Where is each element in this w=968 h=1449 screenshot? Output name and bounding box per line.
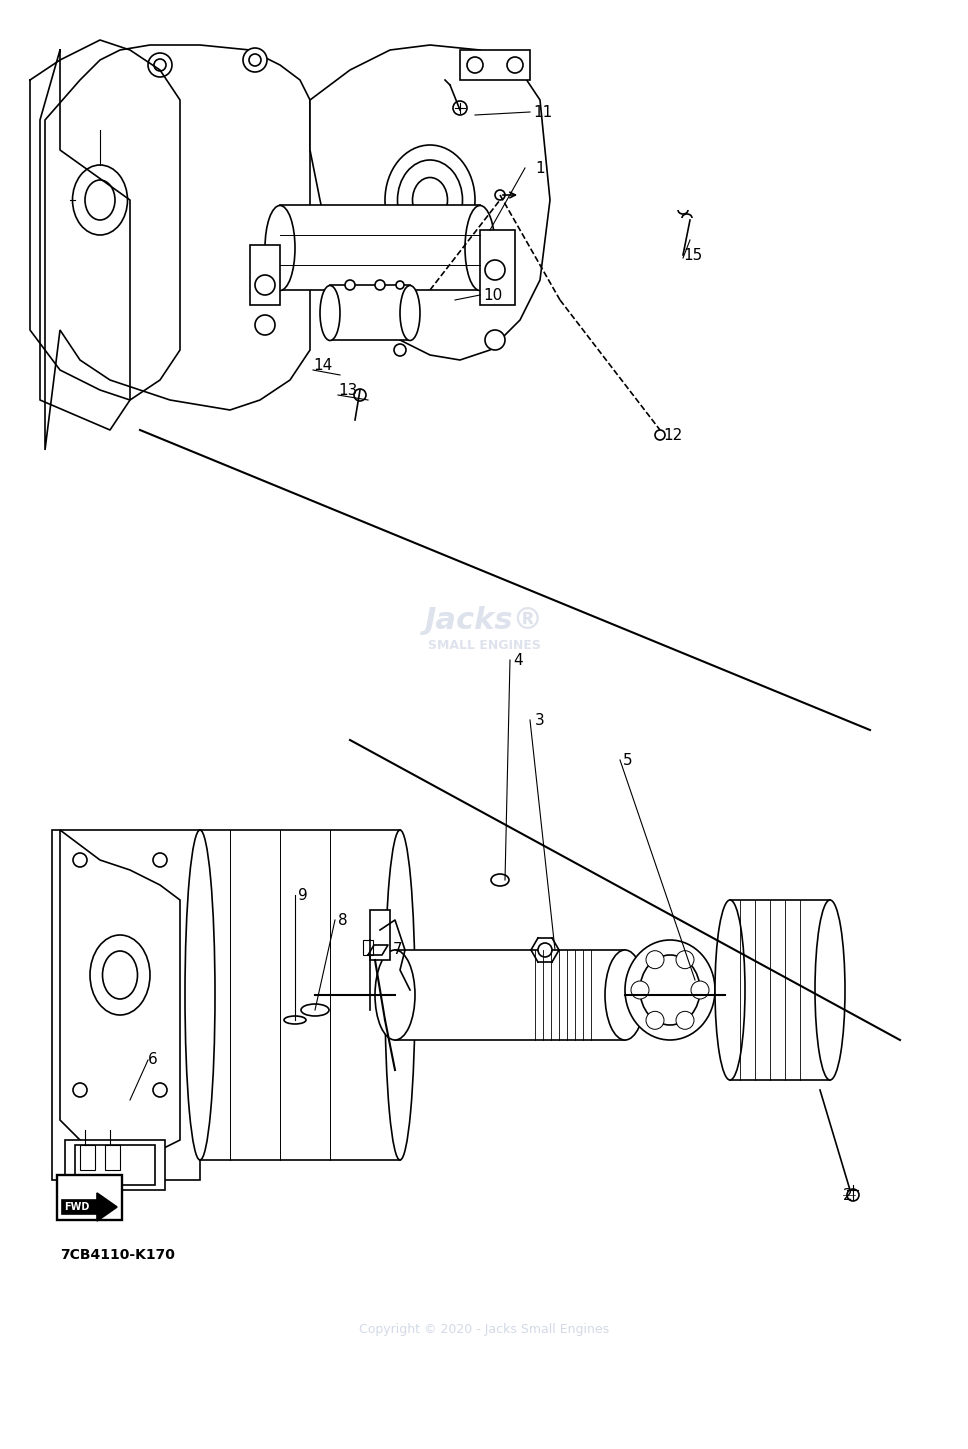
Circle shape (255, 275, 275, 296)
Circle shape (691, 981, 709, 998)
Text: 13: 13 (338, 383, 357, 397)
Circle shape (354, 388, 366, 401)
Circle shape (243, 48, 267, 72)
Bar (280, 204, 480, 290)
Text: 7CB4110-K170: 7CB4110-K170 (60, 1248, 175, 1262)
Circle shape (538, 943, 552, 956)
Ellipse shape (90, 187, 140, 252)
Text: 6: 6 (148, 1052, 158, 1068)
Text: 5: 5 (623, 752, 633, 768)
Ellipse shape (412, 177, 447, 223)
Text: FWD: FWD (64, 1203, 89, 1211)
Ellipse shape (385, 830, 415, 1161)
Circle shape (83, 1190, 93, 1200)
Ellipse shape (605, 951, 645, 1040)
Bar (460, 51, 530, 80)
Text: 1: 1 (535, 161, 545, 175)
Circle shape (153, 853, 167, 867)
Polygon shape (310, 45, 550, 359)
Text: 10: 10 (483, 287, 502, 303)
Circle shape (847, 1190, 859, 1201)
Ellipse shape (301, 1004, 329, 1016)
Circle shape (646, 1011, 664, 1029)
Bar (480, 230, 515, 304)
Polygon shape (62, 1193, 117, 1222)
Circle shape (73, 1082, 87, 1097)
Polygon shape (45, 45, 310, 451)
Bar (330, 285, 410, 341)
Text: 7: 7 (393, 942, 403, 958)
Ellipse shape (400, 285, 420, 341)
Ellipse shape (265, 206, 295, 290)
Circle shape (631, 981, 649, 998)
Circle shape (154, 59, 166, 71)
Ellipse shape (640, 955, 700, 1024)
Bar (200, 830, 400, 1161)
Bar (395, 951, 625, 1040)
Circle shape (495, 190, 505, 200)
Ellipse shape (185, 830, 215, 1161)
Ellipse shape (284, 1016, 306, 1024)
Ellipse shape (465, 206, 495, 290)
Text: SMALL ENGINES: SMALL ENGINES (428, 639, 540, 652)
Ellipse shape (73, 165, 128, 235)
Circle shape (375, 280, 385, 290)
Text: 15: 15 (683, 248, 702, 262)
Circle shape (255, 314, 275, 335)
Text: 3: 3 (535, 713, 545, 727)
Circle shape (153, 1082, 167, 1097)
Text: Copyright © 2020 - Jacks Small Engines: Copyright © 2020 - Jacks Small Engines (359, 1323, 609, 1336)
Ellipse shape (320, 285, 340, 341)
Bar (730, 900, 830, 1080)
Circle shape (485, 330, 505, 351)
Polygon shape (60, 830, 180, 1155)
Circle shape (249, 54, 261, 67)
Text: 2: 2 (843, 1188, 853, 1203)
Ellipse shape (75, 170, 155, 270)
Ellipse shape (90, 935, 150, 1014)
Circle shape (676, 951, 694, 969)
Text: 4: 4 (513, 652, 523, 668)
Text: 8: 8 (338, 913, 348, 927)
Circle shape (485, 259, 505, 280)
Circle shape (676, 1011, 694, 1029)
Circle shape (453, 101, 467, 114)
Bar (250, 245, 280, 304)
Ellipse shape (385, 145, 475, 255)
Text: 9: 9 (298, 887, 308, 903)
Bar (363, 940, 373, 955)
Circle shape (396, 281, 404, 288)
Ellipse shape (85, 180, 115, 220)
Ellipse shape (815, 900, 845, 1080)
Text: 12: 12 (663, 427, 682, 442)
Ellipse shape (715, 900, 745, 1080)
Bar (105, 1145, 120, 1169)
Bar (65, 1140, 165, 1190)
Circle shape (507, 57, 523, 72)
Bar (370, 910, 390, 961)
Circle shape (108, 1190, 118, 1200)
Bar (57, 1175, 122, 1220)
Text: 11: 11 (533, 104, 553, 119)
Bar (80, 1145, 95, 1169)
Ellipse shape (375, 951, 415, 1040)
Circle shape (646, 951, 664, 969)
Circle shape (73, 853, 87, 867)
Circle shape (345, 280, 355, 290)
Ellipse shape (398, 159, 463, 241)
Ellipse shape (103, 951, 137, 998)
Ellipse shape (625, 940, 715, 1040)
Circle shape (467, 57, 483, 72)
Circle shape (394, 343, 406, 356)
Circle shape (148, 54, 172, 77)
Ellipse shape (491, 874, 509, 885)
Polygon shape (52, 830, 200, 1179)
Text: Jacks®: Jacks® (425, 606, 543, 635)
Bar (75, 1145, 155, 1185)
Text: 14: 14 (313, 358, 332, 372)
Circle shape (655, 430, 665, 440)
